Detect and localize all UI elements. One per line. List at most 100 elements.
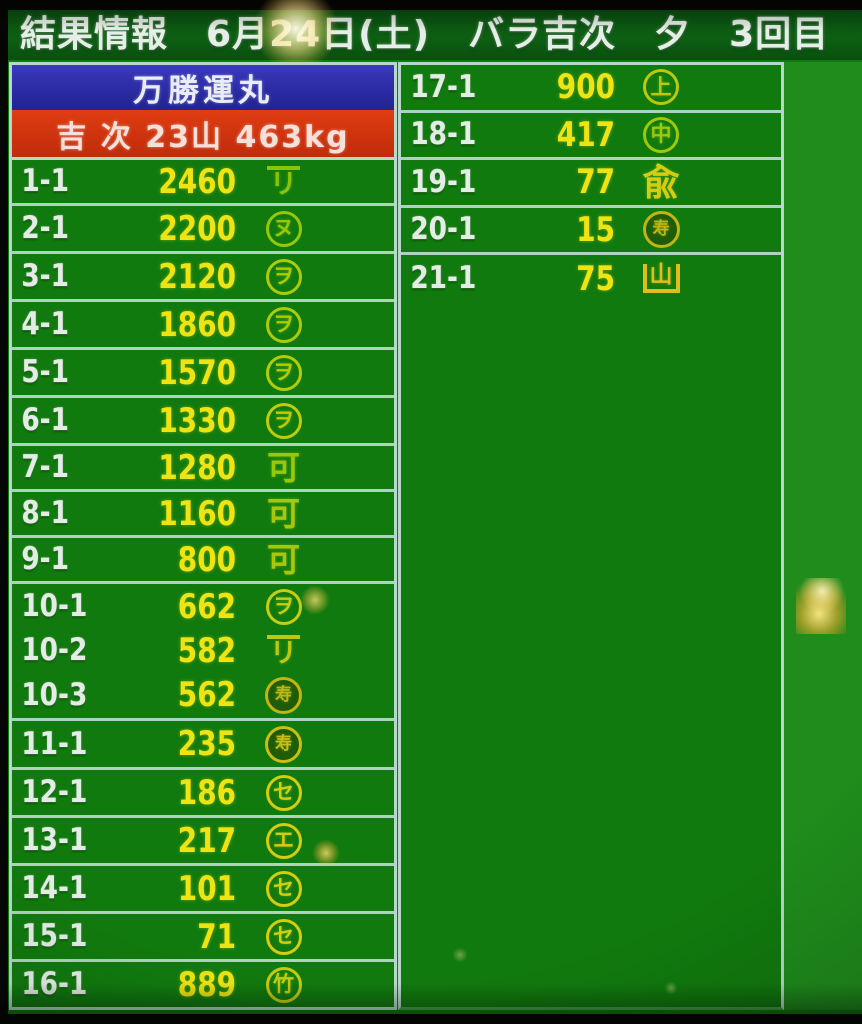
lot-number: 4-1 [21,306,69,342]
price-value: 1160 [158,493,236,534]
buyer-mark-icon: 可 [267,540,300,579]
lot-number: 10-2 [21,632,88,668]
buyer-mark-icon: 可 [267,448,300,487]
buyer-mark-slot: 兪 [615,164,707,201]
buyer-mark-icon: 山 [642,264,680,294]
left-rows-container: 1-1 2460 リ 2-1 2200 ヌ 3-1 2120 ヲ 4-1 1860 ヲ 5-1 1570 ヲ… [12,160,394,1007]
buyer-mark-slot: 可 [236,451,331,484]
price-value: 662 [177,586,236,627]
title-bar: 結果情報 6月24日(土) バラ吉次夕 3回目 [8,10,862,60]
lot-number: 12-1 [21,774,88,810]
buyer-mark-icon: 寿 [265,725,302,763]
buyer-mark-icon: ヲ [265,588,302,625]
buyer-mark-slot: ヲ [236,258,331,295]
buyer-mark-slot: ヲ [236,354,331,391]
lot-number: 17-1 [410,68,477,105]
buyer-mark-slot: セ [236,870,331,907]
price-value: 1860 [158,304,236,345]
price-value: 417 [556,114,615,155]
result-row-17-1: 17-1 900 上 [401,65,781,113]
lot-number: 2-1 [21,210,69,246]
price-value: 186 [177,772,236,813]
result-row-3-1: 3-1 2120 ヲ [12,254,394,302]
header-segment-4: 3回目 [729,14,830,55]
buyer-mark-slot: 寿 [236,725,331,763]
price-value: 800 [177,539,236,580]
price-value: 562 [177,675,236,715]
result-row-11-1: 11-1 235 寿 [12,721,394,770]
result-row-10-2: 10-2 582 リ [12,629,394,672]
price-value: 71 [197,916,236,957]
price-value: 1570 [158,352,236,393]
price-value: 77 [576,162,615,203]
lot-number: 21-1 [410,260,477,297]
buyer-mark-icon: ヲ [265,354,302,391]
boat-name-header: 万勝運丸 [12,65,394,110]
buyer-mark-slot: ヲ [236,306,331,343]
result-row-6-1: 6-1 1330 ヲ [12,398,394,446]
lot-number: 3-1 [21,258,69,294]
lot-number: 5-1 [21,354,69,390]
buyer-mark-icon: 寿 [642,211,680,249]
buyer-mark-slot: ヲ [236,402,331,439]
result-row-13-1: 13-1 217 エ [12,818,394,866]
header-segment-0: 結果情報 [20,14,169,55]
buyer-mark-icon: ヌ [265,210,302,247]
price-value: 1330 [158,400,236,441]
lot-number: 7-1 [21,449,69,485]
result-row-19-1: 19-1 77 兪 [401,160,781,208]
buyer-mark-slot: リ [236,165,331,198]
result-row-10-3: 10-3 562 寿 [12,672,394,721]
results-table-right: 17-1 900 上 18-1 417 中 19-1 77 兪 20-1 15 寿 21-1 75 山 [398,62,784,1010]
results-table-left: 万勝運丸 吉 次 23山 463kg 1-1 2460 リ 2-1 2200 ヌ 3-1 21… [9,62,397,1010]
result-row-21-1: 21-1 75 山 [401,255,781,303]
result-row-14-1: 14-1 101 セ [12,866,394,914]
buyer-mark-slot: ヌ [236,210,331,247]
lot-number: 19-1 [410,163,477,200]
buyer-mark-icon: 兪 [642,160,680,204]
boat-name: 万勝運丸 [133,73,273,109]
price-value: 235 [177,724,236,764]
result-row-8-1: 8-1 1160 可 [12,492,394,538]
header-segment-3: 夕 [654,14,692,55]
result-row-1-1: 1-1 2460 リ [12,160,394,206]
lot-number: 11-1 [21,725,88,762]
lot-summary-header: 吉 次 23山 463kg [12,110,394,160]
result-row-7-1: 7-1 1280 可 [12,446,394,492]
right-rows-container: 17-1 900 上 18-1 417 中 19-1 77 兪 20-1 15 寿 21-1 75 山 [401,65,781,1007]
lot-number: 1-1 [21,163,69,199]
lot-number: 16-1 [21,966,88,1002]
result-row-4-1: 4-1 1860 ヲ [12,302,394,350]
buyer-mark-icon: 上 [643,69,679,106]
buyer-mark-icon: 寿 [265,676,302,714]
price-value: 217 [177,820,236,861]
result-row-10-1: 10-1 662 ヲ [12,584,394,629]
buyer-mark-slot: 可 [236,497,331,530]
buyer-mark-slot: 竹 [236,966,331,1003]
buyer-mark-icon: ヲ [265,402,302,439]
result-row-5-1: 5-1 1570 ヲ [12,350,394,398]
buyer-mark-icon: 中 [643,116,679,153]
buyer-mark-icon: リ [267,165,300,198]
buyer-mark-slot: エ [236,822,331,859]
display-screen: 結果情報 6月24日(土) バラ吉次夕 3回目 万勝運丸 吉 次 23山 463kg … [8,10,862,1014]
buyer-mark-slot: 可 [236,543,331,576]
price-value: 2460 [158,161,236,202]
price-value: 900 [556,67,615,108]
result-row-2-1: 2-1 2200 ヌ [12,206,394,254]
header-segment-2: バラ吉次 [468,14,617,55]
buyer-mark-slot: 寿 [236,676,331,714]
result-row-20-1: 20-1 15 寿 [401,208,781,255]
result-row-18-1: 18-1 417 中 [401,113,781,160]
price-value: 2200 [158,208,236,249]
buyer-mark-icon: エ [265,822,302,859]
lot-number: 10-1 [21,588,88,624]
buyer-mark-slot: セ [236,918,331,955]
buyer-mark-slot: セ [236,774,331,811]
price-value: 889 [177,964,236,1005]
lot-number: 9-1 [21,541,69,577]
price-value: 15 [576,209,615,250]
price-value: 2120 [158,256,236,297]
buyer-mark-slot: 上 [615,69,707,106]
